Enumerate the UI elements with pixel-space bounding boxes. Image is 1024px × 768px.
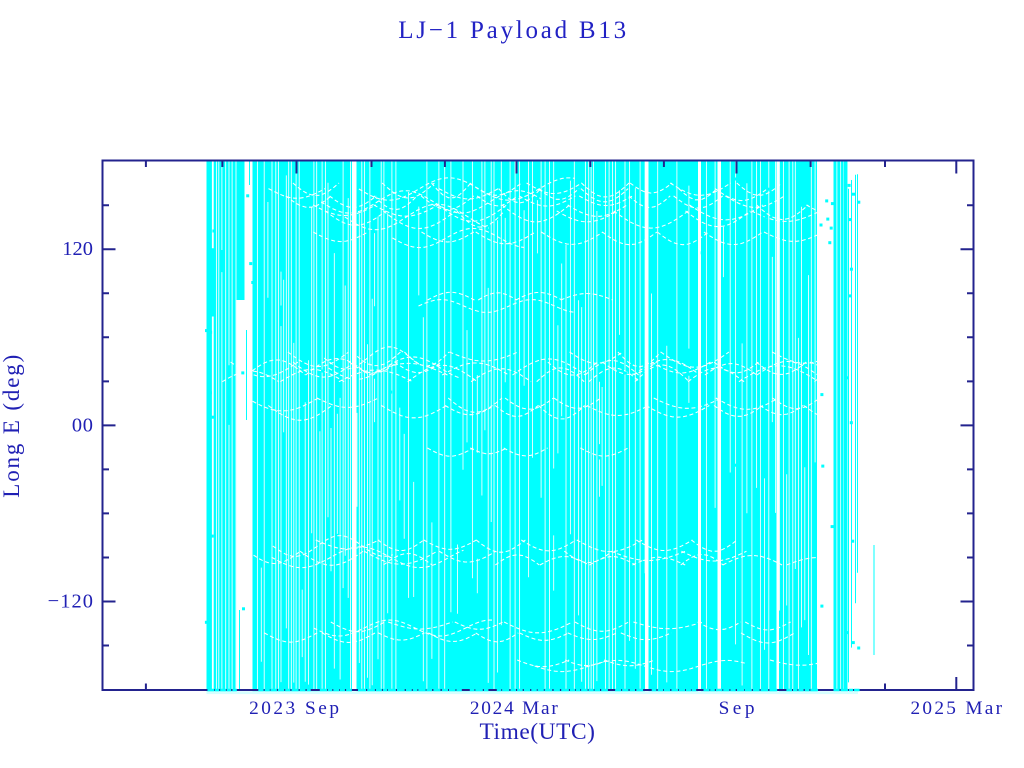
- svg-text:Sep: Sep: [719, 698, 758, 719]
- svg-text:00: 00: [72, 414, 94, 436]
- svg-text:2024 Mar: 2024 Mar: [470, 698, 560, 719]
- svg-text:Time(UTC): Time(UTC): [479, 719, 595, 745]
- svg-text:2023 Sep: 2023 Sep: [249, 698, 341, 719]
- svg-text:120: 120: [62, 238, 93, 260]
- svg-text:Long E (deg): Long E (deg): [0, 353, 24, 498]
- svg-text:LJ−1 Payload B13: LJ−1 Payload B13: [398, 17, 629, 44]
- svg-text:−120: −120: [48, 590, 95, 612]
- svg-text:2025 Mar: 2025 Mar: [910, 698, 1004, 719]
